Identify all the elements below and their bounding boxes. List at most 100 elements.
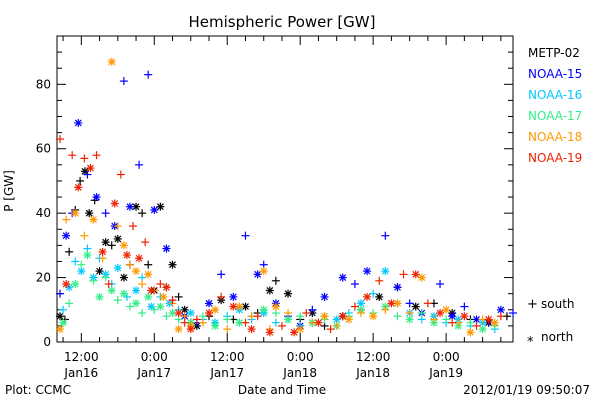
marker-stroke <box>81 167 89 175</box>
plot-area <box>56 35 514 343</box>
y-tick-label: 60 <box>36 142 51 156</box>
data-point <box>180 318 189 327</box>
data-point <box>338 273 347 282</box>
data-point <box>62 280 71 289</box>
data-point <box>56 135 65 144</box>
data-point <box>162 244 171 253</box>
marker-stroke <box>90 216 97 224</box>
data-point <box>174 325 183 334</box>
data-point <box>490 318 499 327</box>
marker-stroke <box>406 316 414 323</box>
data-point <box>369 312 378 321</box>
data-point <box>241 318 250 327</box>
data-point <box>442 305 451 314</box>
data-point <box>229 292 238 301</box>
legend-entry: NOAA-18 <box>528 130 582 144</box>
data-point <box>104 280 113 289</box>
data-point <box>259 267 268 276</box>
data-point <box>80 154 89 163</box>
data-point <box>113 263 122 272</box>
data-point <box>138 280 147 289</box>
data-point <box>144 292 153 301</box>
marker-stroke <box>120 274 128 282</box>
marker-stroke <box>132 267 140 275</box>
marker-stroke <box>205 299 213 307</box>
legend-entry: METP-02 <box>528 46 580 60</box>
data-point <box>74 183 83 192</box>
marker-stroke <box>135 254 143 262</box>
data-point <box>271 302 280 311</box>
data-point <box>62 215 71 224</box>
data-point <box>509 309 517 318</box>
data-point <box>56 312 65 321</box>
data-point <box>132 299 141 308</box>
marker-stroke <box>123 251 131 259</box>
data-point <box>95 267 104 276</box>
marker-stroke <box>290 328 298 336</box>
data-point <box>95 292 104 301</box>
data-point <box>174 292 183 301</box>
data-point <box>417 309 426 318</box>
marker-stroke <box>163 283 170 291</box>
data-point <box>217 292 226 301</box>
marker-stroke <box>132 287 140 294</box>
marker-stroke <box>169 309 176 317</box>
data-point <box>83 251 92 260</box>
plot-credit: Plot: CCMC <box>5 383 71 397</box>
data-point <box>107 57 116 66</box>
data-point <box>326 325 335 334</box>
x-tick-label-time: 0:00 <box>141 350 168 364</box>
data-point <box>436 309 445 318</box>
data-point <box>71 209 80 218</box>
data-point <box>253 312 262 321</box>
data-point <box>375 276 384 285</box>
marker-stroke <box>144 270 152 278</box>
x-tick-label-time: 0:00 <box>287 350 314 364</box>
marker-stroke <box>211 306 219 314</box>
data-point <box>92 151 101 160</box>
data-point <box>393 312 402 321</box>
data-point <box>156 302 165 311</box>
data-point <box>277 321 286 330</box>
data-point <box>381 305 390 314</box>
legend-entry: NOAA-17 <box>528 109 582 123</box>
marker-stroke <box>74 183 82 191</box>
marker-stroke <box>144 293 152 301</box>
data-point <box>405 299 414 308</box>
data-point <box>159 292 168 301</box>
marker-stroke <box>96 293 103 301</box>
data-point <box>116 170 125 179</box>
data-point <box>296 325 305 334</box>
data-point <box>77 260 86 269</box>
data-point <box>110 199 119 208</box>
marker-legend-symbol: + <box>527 297 538 312</box>
marker-stroke <box>333 316 341 323</box>
marker-stroke <box>77 267 85 275</box>
data-point <box>405 309 414 318</box>
marker-stroke <box>381 267 389 275</box>
x-tick-label-date: Jan17 <box>136 366 171 380</box>
marker-stroke <box>175 309 183 317</box>
marker-stroke <box>120 290 128 298</box>
data-point <box>135 254 144 263</box>
data-point <box>381 231 390 240</box>
plot-timestamp: 2012/01/19 09:50:07 <box>463 383 590 397</box>
data-point <box>74 118 83 127</box>
data-point <box>484 315 493 324</box>
data-point <box>144 270 153 279</box>
marker-stroke <box>418 274 426 282</box>
marker-stroke <box>387 299 395 307</box>
marker-stroke <box>242 303 249 310</box>
data-point <box>168 309 177 318</box>
marker-stroke <box>99 248 107 256</box>
marker-stroke <box>442 306 450 314</box>
data-point <box>113 296 122 305</box>
data-point <box>122 251 131 260</box>
data-point <box>65 247 74 256</box>
data-point <box>65 299 74 308</box>
marker-stroke <box>108 287 116 294</box>
y-axis: 0 20 40 60 80 <box>36 35 513 349</box>
data-point <box>62 231 71 240</box>
marker-stroke <box>59 319 67 327</box>
data-point <box>83 170 92 179</box>
